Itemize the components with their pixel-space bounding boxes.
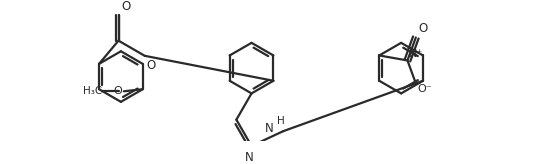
Text: H: H (277, 116, 285, 126)
Text: O⁻: O⁻ (418, 84, 432, 94)
Text: N: N (265, 122, 274, 135)
Text: O: O (147, 59, 156, 72)
Text: N⁺: N⁺ (409, 49, 424, 59)
Text: O: O (114, 86, 122, 96)
Text: H₃C: H₃C (83, 86, 102, 96)
Text: O: O (122, 0, 131, 13)
Text: O: O (418, 22, 427, 35)
Text: N: N (245, 151, 254, 164)
